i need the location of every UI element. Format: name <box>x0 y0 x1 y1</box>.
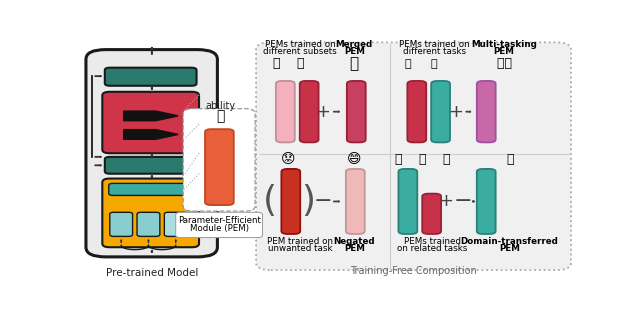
FancyBboxPatch shape <box>256 42 571 270</box>
Text: PEM: PEM <box>493 48 515 56</box>
Text: Merged: Merged <box>335 40 373 49</box>
FancyBboxPatch shape <box>86 50 218 257</box>
Text: Negated: Negated <box>333 237 375 246</box>
FancyBboxPatch shape <box>105 68 196 86</box>
Text: 🧑: 🧑 <box>507 153 515 166</box>
Text: PEM: PEM <box>499 244 520 253</box>
Text: PEMs trained on: PEMs trained on <box>399 40 470 49</box>
Text: PEM: PEM <box>344 244 365 253</box>
Text: 🧑: 🧑 <box>442 153 450 166</box>
FancyBboxPatch shape <box>102 178 199 247</box>
FancyBboxPatch shape <box>137 212 160 236</box>
FancyBboxPatch shape <box>164 212 187 236</box>
FancyBboxPatch shape <box>105 157 196 174</box>
Text: ability: ability <box>205 101 236 111</box>
FancyBboxPatch shape <box>110 212 132 236</box>
FancyBboxPatch shape <box>205 129 234 205</box>
Text: −: − <box>314 192 332 212</box>
Text: 🎵: 🎵 <box>296 57 304 70</box>
Text: 🧑: 🧑 <box>419 153 426 166</box>
Text: (: ( <box>263 184 277 218</box>
Text: 🎵: 🎵 <box>349 56 359 71</box>
FancyBboxPatch shape <box>422 194 441 234</box>
Text: Parameter-Efficient: Parameter-Efficient <box>178 216 261 225</box>
Text: Pre-trained Model: Pre-trained Model <box>106 268 198 278</box>
FancyBboxPatch shape <box>176 212 262 238</box>
Text: +: + <box>448 103 463 121</box>
FancyBboxPatch shape <box>346 169 365 234</box>
FancyBboxPatch shape <box>300 81 319 142</box>
FancyBboxPatch shape <box>109 183 191 195</box>
FancyBboxPatch shape <box>477 169 495 234</box>
Text: +: + <box>438 192 454 210</box>
FancyBboxPatch shape <box>408 81 426 142</box>
Text: 🧑‍🎨: 🧑‍🎨 <box>497 57 511 70</box>
Text: Module (PEM): Module (PEM) <box>190 224 249 233</box>
FancyBboxPatch shape <box>477 81 495 142</box>
Text: 📚: 📚 <box>431 59 438 69</box>
Text: ): ) <box>301 184 315 218</box>
Text: PEM trained on: PEM trained on <box>268 237 333 246</box>
FancyBboxPatch shape <box>399 169 417 234</box>
Text: PEMs trained: PEMs trained <box>404 237 461 246</box>
Text: +: + <box>316 103 330 121</box>
Text: 🎵: 🎵 <box>273 57 280 70</box>
Polygon shape <box>124 130 178 139</box>
Polygon shape <box>124 111 178 121</box>
Text: 😄: 😄 <box>347 152 362 166</box>
Text: 😟: 😟 <box>281 152 296 166</box>
Text: 💪: 💪 <box>216 110 225 124</box>
Text: 🧑: 🧑 <box>395 153 402 166</box>
Text: unwanted task: unwanted task <box>268 244 332 253</box>
FancyBboxPatch shape <box>102 92 199 153</box>
FancyBboxPatch shape <box>282 169 300 234</box>
Text: Domain-transferred: Domain-transferred <box>461 237 559 246</box>
Text: different tasks: different tasks <box>403 48 466 56</box>
Text: Multi-tasking: Multi-tasking <box>471 40 537 49</box>
Text: 💻: 💻 <box>404 59 411 69</box>
FancyBboxPatch shape <box>431 81 450 142</box>
Text: Training-Free Composition: Training-Free Composition <box>350 266 477 276</box>
FancyBboxPatch shape <box>347 81 365 142</box>
Text: −: − <box>454 192 472 212</box>
Text: PEM: PEM <box>344 48 365 56</box>
Text: on related tasks: on related tasks <box>397 244 467 253</box>
Text: PEMs trained on: PEMs trained on <box>265 40 335 49</box>
FancyBboxPatch shape <box>276 81 295 142</box>
FancyBboxPatch shape <box>183 109 255 211</box>
Text: different subsets: different subsets <box>263 48 337 56</box>
